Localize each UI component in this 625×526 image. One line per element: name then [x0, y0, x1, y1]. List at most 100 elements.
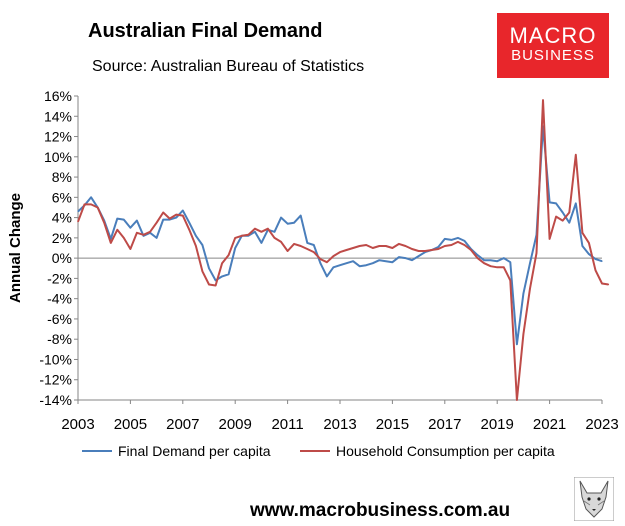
data-point	[575, 202, 577, 204]
data-point	[241, 235, 243, 237]
y-tick-label: -10%	[39, 351, 72, 367]
data-point	[254, 228, 256, 230]
data-point	[522, 333, 525, 335]
website-footer: www.macrobusiness.com.au	[250, 500, 511, 521]
data-point	[228, 273, 230, 275]
data-point	[562, 211, 564, 214]
legend: Final Demand per capita Household Consump…	[82, 443, 555, 459]
x-tick-label: 2019	[481, 416, 514, 433]
data-point	[450, 239, 452, 241]
data-point	[418, 250, 420, 252]
data-point	[463, 240, 466, 242]
data-point	[129, 227, 131, 229]
data-point	[398, 243, 400, 245]
data-point	[529, 287, 531, 290]
data-point	[568, 222, 570, 224]
data-point	[234, 237, 236, 239]
data-point	[313, 251, 315, 253]
data-point	[287, 223, 289, 225]
data-point	[581, 245, 584, 247]
data-point	[77, 221, 79, 223]
data-point	[280, 241, 282, 243]
data-point	[490, 259, 492, 261]
data-point	[162, 219, 164, 221]
data-point	[588, 242, 590, 244]
data-point	[215, 279, 217, 281]
data-point	[149, 231, 151, 233]
data-point	[555, 202, 557, 204]
data-point	[260, 231, 262, 233]
data-point	[483, 259, 485, 261]
series-line	[77, 99, 609, 401]
data-point	[90, 196, 92, 198]
y-tick-label: 16%	[44, 88, 72, 104]
y-tick-label: 8%	[52, 169, 72, 185]
data-point	[228, 254, 230, 256]
data-point	[496, 260, 498, 262]
legend-item: Household Consumption per capita	[300, 443, 555, 459]
data-point	[496, 266, 498, 268]
data-point	[352, 260, 354, 262]
data-point	[195, 245, 197, 247]
data-point	[562, 220, 564, 222]
data-point	[260, 242, 262, 244]
data-point	[319, 258, 321, 260]
x-tick-label: 2023	[585, 416, 618, 433]
data-point	[529, 262, 531, 264]
fox-mascot-icon	[574, 477, 614, 521]
data-point	[601, 282, 603, 285]
data-point	[365, 244, 367, 246]
legend-item: Final Demand per capita	[82, 443, 271, 459]
x-tick-label: 2015	[376, 416, 409, 433]
data-point	[575, 154, 577, 156]
y-tick-label: -14%	[39, 392, 72, 408]
line-chart: -14% -12% -10% -8% -6% -4% -2% 0% 2% 4% 6% 8% 10% 12%…	[7, 88, 619, 459]
data-point	[457, 241, 459, 243]
data-point	[188, 222, 190, 224]
data-point	[136, 232, 138, 234]
data-point	[129, 248, 131, 250]
data-point	[97, 206, 99, 209]
legend-label: Household Consumption per capita	[336, 443, 555, 459]
data-point	[332, 266, 334, 268]
data-point	[201, 270, 203, 272]
data-point	[201, 244, 203, 246]
data-point	[208, 283, 210, 286]
data-point	[437, 248, 439, 250]
data-point	[588, 253, 590, 255]
data-point	[385, 245, 387, 247]
data-point	[110, 242, 112, 244]
data-point	[254, 231, 256, 233]
y-tick-label: 6%	[52, 189, 72, 205]
data-point	[221, 275, 223, 277]
data-point	[247, 234, 249, 236]
data-point	[424, 250, 426, 252]
data-point	[162, 211, 164, 214]
series-line	[77, 125, 603, 346]
data-point	[326, 261, 328, 263]
data-point	[483, 262, 485, 264]
data-point	[568, 211, 570, 214]
data-point	[116, 229, 118, 231]
data-point	[391, 261, 393, 263]
data-point	[516, 343, 518, 345]
data-point	[332, 255, 334, 257]
macrobusiness-logo: MACRO BUSINESS	[497, 13, 609, 78]
data-point	[391, 247, 393, 249]
data-point	[136, 220, 138, 222]
data-point	[188, 229, 190, 231]
data-point	[280, 217, 282, 219]
y-tick-label: -8%	[47, 331, 72, 347]
x-tick-label: 2007	[166, 416, 199, 433]
data-point	[221, 262, 223, 264]
data-point	[208, 267, 210, 269]
data-point	[83, 203, 86, 205]
logo-line1: MACRO	[509, 23, 597, 48]
data-point	[116, 218, 118, 220]
data-point	[516, 399, 518, 401]
logo-line2: BUSINESS	[511, 47, 595, 64]
data-point	[90, 203, 92, 205]
chart-source: Source: Australian Bureau of Statistics	[92, 58, 365, 75]
data-point	[444, 245, 446, 247]
x-tick-label: 2013	[323, 416, 356, 433]
